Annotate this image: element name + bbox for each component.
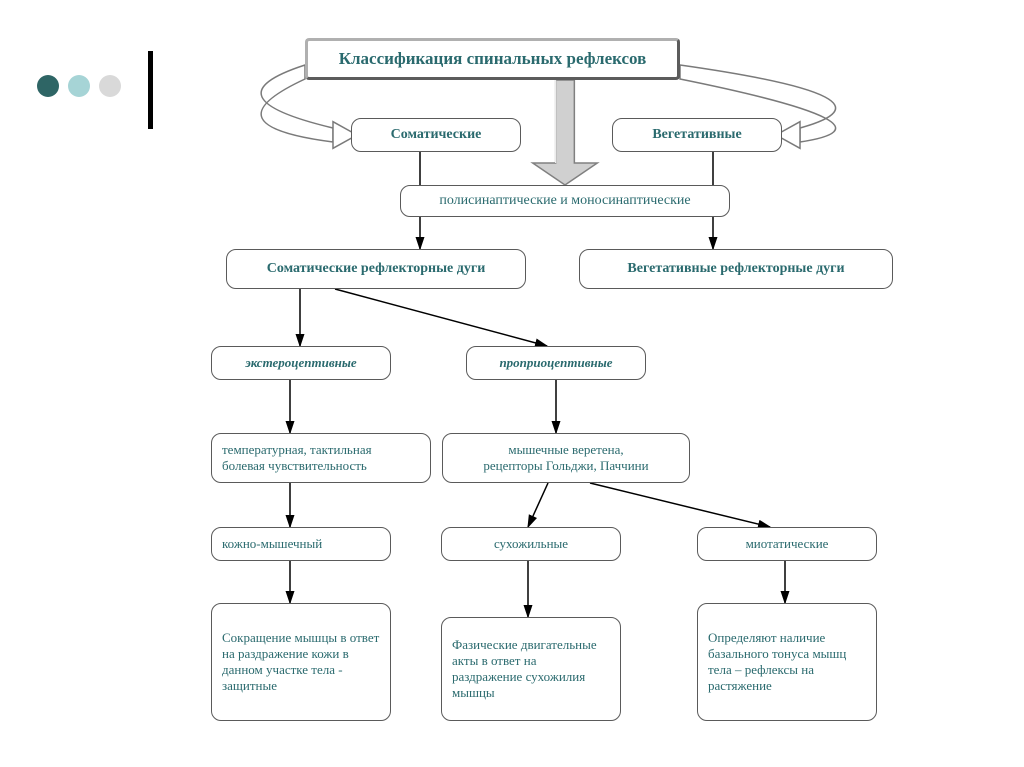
big-arrow (533, 80, 598, 185)
deco-dot-0 (37, 75, 59, 97)
n_temp: температурная, тактильнаяболевая чувстви… (211, 433, 431, 483)
n_somarc: Соматические рефлекторные дуги (226, 249, 526, 289)
n_prop: проприоцептивные (466, 346, 646, 380)
n_suh: сухожильные (441, 527, 621, 561)
edge-8 (590, 483, 770, 527)
n_title: Классификация спинальных рефлексов (305, 38, 680, 80)
edge-7 (528, 483, 548, 527)
n_out2: Фазические двигательные акты в ответ на … (441, 617, 621, 721)
n_veg: Вегетативные (612, 118, 782, 152)
n_som: Соматические (351, 118, 521, 152)
n_vegarc: Вегетативные рефлекторные дуги (579, 249, 893, 289)
n_kozh: кожно-мышечный (211, 527, 391, 561)
n_poly: полисинаптические и моносинаптические (400, 185, 730, 217)
n_mio: миотатические (697, 527, 877, 561)
n_out3: Определяют наличие базального тонуса мыш… (697, 603, 877, 721)
edge-3 (335, 289, 547, 346)
deco-divider (148, 51, 153, 129)
n_ext: экстероцептивные (211, 346, 391, 380)
deco-dot-2 (99, 75, 121, 97)
n_musc: мышечные веретена,рецепторы Гольджи, Пач… (442, 433, 690, 483)
diagram-stage: Классификация спинальных рефлексов Сомати… (0, 0, 1024, 767)
deco-dot-1 (68, 75, 90, 97)
n_out1: Сокращение мышцы в ответ на раздражение … (211, 603, 391, 721)
